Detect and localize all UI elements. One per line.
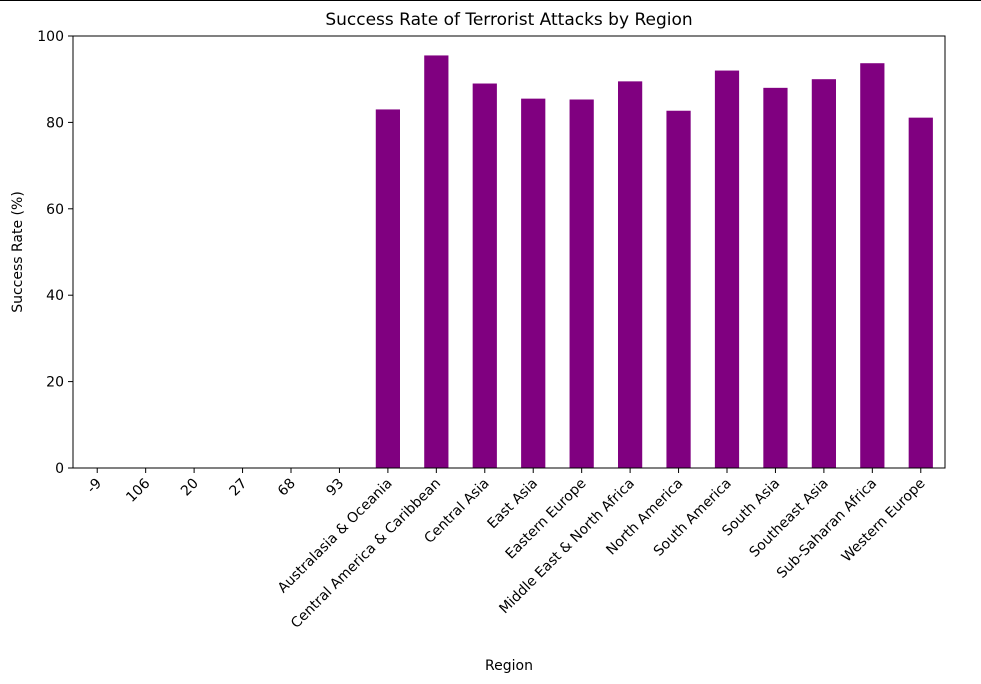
y-tick-label: 0 <box>55 461 64 477</box>
bar <box>908 117 933 468</box>
y-tick-label: 40 <box>46 288 64 304</box>
bars-group <box>375 55 933 469</box>
chart-title: Success Rate of Terrorist Attacks by Reg… <box>325 10 692 30</box>
x-tick-label: Western Europe <box>839 476 929 566</box>
x-axis-label: Region <box>485 658 533 674</box>
y-axis-label: Success Rate (%) <box>10 191 26 313</box>
x-tick-label: 106 <box>123 475 153 505</box>
bar <box>860 63 885 468</box>
bar <box>763 87 788 468</box>
x-tick-label: 93 <box>323 476 347 500</box>
x-tick-label: 68 <box>275 476 299 500</box>
y-tick-label: 100 <box>37 29 64 45</box>
top-border <box>0 0 981 1</box>
bar <box>811 79 836 468</box>
y-tick-label: 60 <box>46 202 64 218</box>
plot-frame <box>72 35 946 469</box>
bar <box>375 109 400 468</box>
y-axis-ticks: 0 20 40 60 80 100 <box>37 29 73 477</box>
bar <box>618 81 643 469</box>
bar <box>569 99 594 468</box>
bar <box>472 83 497 469</box>
y-tick-label: 80 <box>46 115 64 131</box>
bar <box>424 55 449 468</box>
x-tick-label: -9 <box>84 476 105 497</box>
x-tick-label: 20 <box>178 476 202 500</box>
bar <box>714 70 740 468</box>
x-tick-label: 27 <box>226 476 250 500</box>
bar <box>521 98 546 468</box>
bar <box>666 110 691 469</box>
y-tick-label: 20 <box>46 375 64 391</box>
